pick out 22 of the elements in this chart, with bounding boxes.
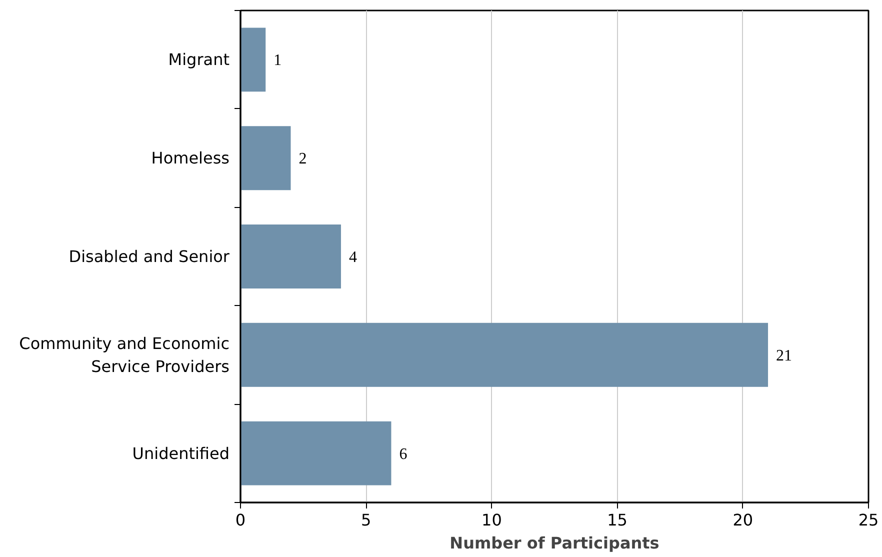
bar bbox=[240, 28, 266, 92]
x-tick-label: 20 bbox=[732, 510, 754, 530]
data-label: 2 bbox=[298, 150, 307, 168]
data-label: 1 bbox=[274, 52, 282, 70]
x-axis-title: Number of Participants bbox=[450, 534, 660, 552]
y-tick-label: Unidentified bbox=[132, 444, 230, 463]
data-label: 4 bbox=[348, 249, 357, 266]
x-tick-label: 5 bbox=[361, 510, 372, 530]
y-tick-label: Disabled and Senior bbox=[68, 247, 230, 266]
bar bbox=[240, 322, 768, 387]
y-tick-label: Migrant bbox=[168, 50, 230, 70]
bar bbox=[240, 421, 392, 486]
data-label: 21 bbox=[776, 347, 792, 364]
y-tick-label: Community and Economic Service Providers bbox=[19, 334, 230, 376]
bar bbox=[240, 126, 291, 190]
bar bbox=[240, 224, 341, 288]
x-tick-label: 10 bbox=[482, 510, 502, 530]
x-tick-label: 15 bbox=[607, 510, 628, 530]
data-label: 6 bbox=[399, 446, 408, 463]
x-tick-label: 25 bbox=[858, 510, 879, 530]
y-tick-label: Homeless bbox=[151, 148, 230, 168]
x-tick-label: 0 bbox=[235, 510, 246, 530]
